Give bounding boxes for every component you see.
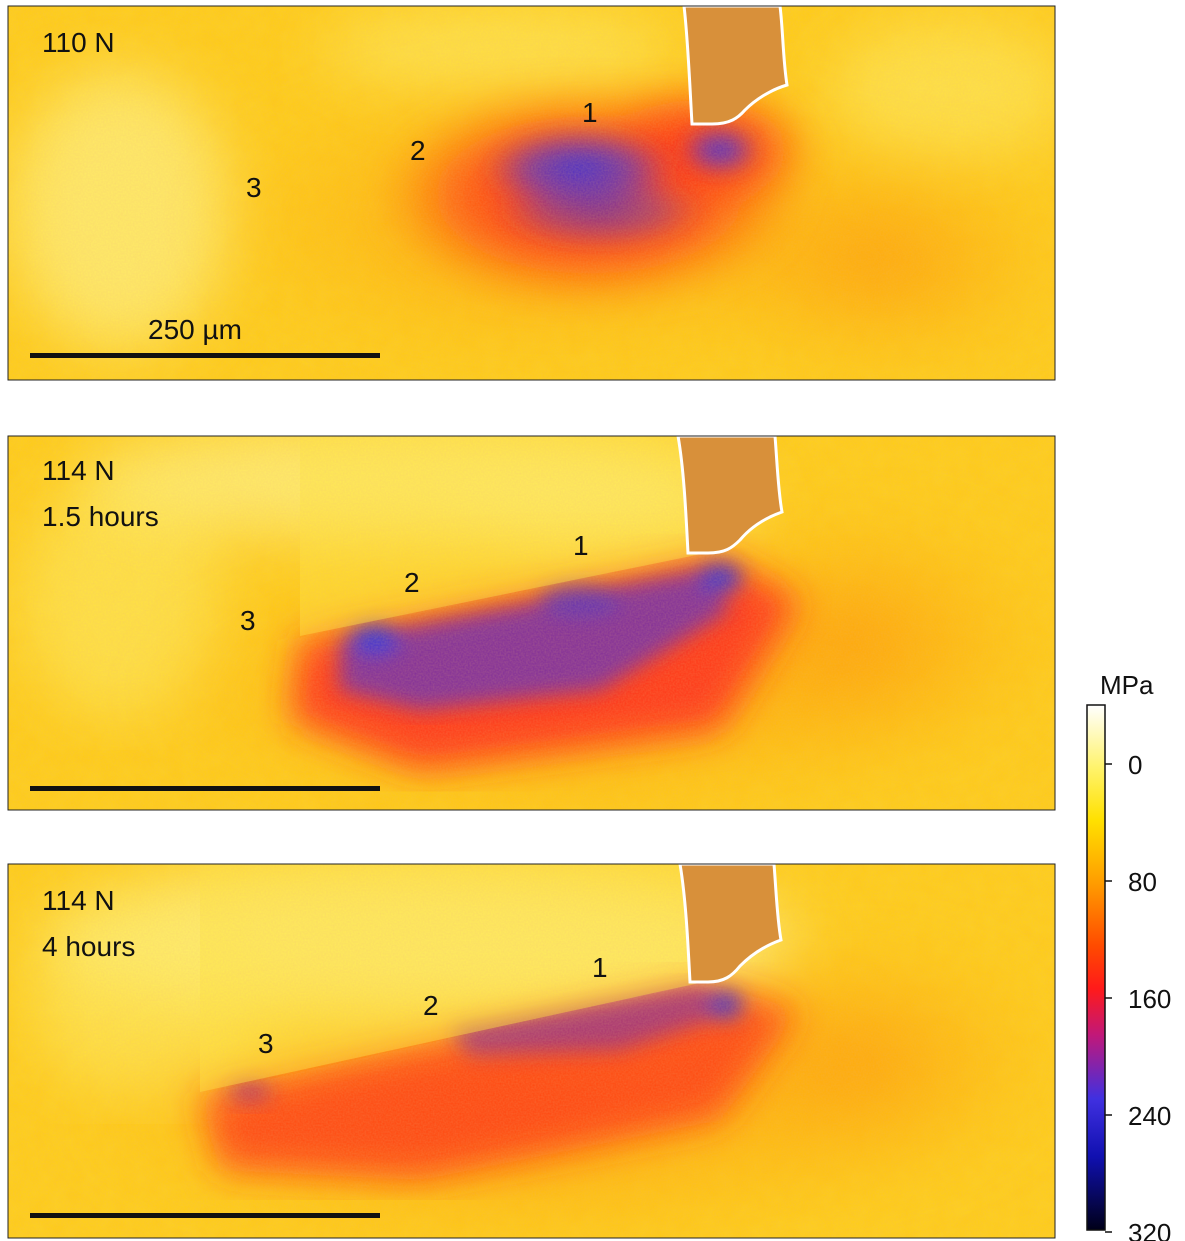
colorbar-tick-label: 0 xyxy=(1128,750,1142,780)
panel-2-marker-2: 2 xyxy=(404,567,420,598)
colorbar-tick-label: 320 xyxy=(1128,1218,1171,1241)
colorbar-gradient xyxy=(1086,704,1106,1231)
colorbar-ticks: 0 80 160 240 320 xyxy=(1105,750,1171,1241)
colorbar-tick-label: 80 xyxy=(1128,867,1157,897)
panel-1-load-label: 110 N xyxy=(42,27,115,58)
colorbar: MPa 0 80 160 240 320 xyxy=(1086,670,1171,1241)
colorbar-tick-label: 240 xyxy=(1128,1101,1171,1131)
panel-3-time-label: 4 hours xyxy=(42,931,135,962)
stress-panel-2: 114 N 1.5 hours 1 2 3 xyxy=(7,435,1056,811)
stress-panel-3: 114 N 4 hours 1 2 3 xyxy=(7,863,1056,1239)
scale-bar-label: 250 µm xyxy=(148,314,242,345)
panel-1-marker-1: 1 xyxy=(582,97,598,128)
panel-2-scale-bar xyxy=(30,786,380,791)
panel-1-marker-2: 2 xyxy=(410,135,426,166)
panel-3-marker-3: 3 xyxy=(258,1028,274,1059)
panel-2-time-label: 1.5 hours xyxy=(42,501,159,532)
panel-1-scale-bar xyxy=(30,353,380,358)
panel-3-load-label: 114 N xyxy=(42,885,115,916)
panel-2-marker-3: 3 xyxy=(240,605,256,636)
colorbar-tick-label: 160 xyxy=(1128,984,1171,1014)
panel-2-marker-1: 1 xyxy=(573,530,589,561)
panel-3-marker-1: 1 xyxy=(592,952,608,983)
colorbar-unit-label: MPa xyxy=(1100,670,1154,700)
panel-1-marker-3: 3 xyxy=(246,172,262,203)
stress-panel-1: 110 N 1 2 3 250 µm xyxy=(7,5,1056,381)
panel-3-scale-bar xyxy=(30,1213,380,1218)
panel-2-load-label: 114 N xyxy=(42,455,115,486)
panel-3-marker-2: 2 xyxy=(423,990,439,1021)
